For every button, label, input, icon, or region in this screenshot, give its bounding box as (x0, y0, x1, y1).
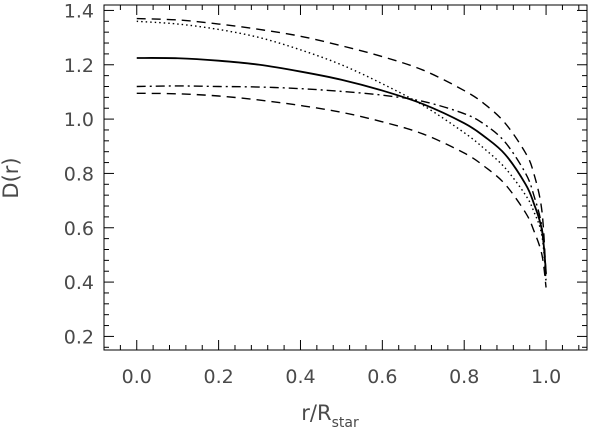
y-tick-label: 1.4 (64, 0, 94, 22)
x-tick-label: 0.6 (367, 366, 397, 388)
curves (136, 17, 547, 288)
y-tick-label: 0.4 (64, 272, 94, 294)
x-tick-label: 0.2 (204, 366, 234, 388)
curve-2-dotted (136, 20, 547, 283)
x-tick-label: 0.4 (285, 366, 315, 388)
curve-5-dashed (136, 92, 547, 288)
curve-3-solid (136, 57, 547, 275)
y-tick-label: 1.2 (64, 55, 94, 77)
x-axis-title-main: r/R (301, 401, 331, 425)
x-tick-label: 0.0 (122, 366, 152, 388)
x-axis-title: r/Rstar (301, 401, 359, 431)
ticks (103, 5, 587, 350)
curve-1-dashed (136, 17, 547, 277)
x-tick-label: 0.8 (449, 366, 479, 388)
y-tick-label: 0.6 (64, 218, 94, 240)
tick-labels: 0.0 0.2 0.4 0.6 0.8 1.0 0.2 0.4 0.6 0.8 1.0 1.2 1.4 (64, 0, 561, 388)
y-tick-label: 0.2 (64, 326, 94, 348)
curve-4-dashdot (136, 85, 547, 280)
y-tick-label: 0.8 (64, 163, 94, 185)
plot-frame (103, 4, 588, 351)
y-axis-title: D(r) (0, 157, 23, 198)
x-tick-label: 1.0 (531, 366, 561, 388)
y-tick-label: 1.0 (64, 109, 94, 131)
x-axis-title-subscript: star (332, 415, 359, 431)
